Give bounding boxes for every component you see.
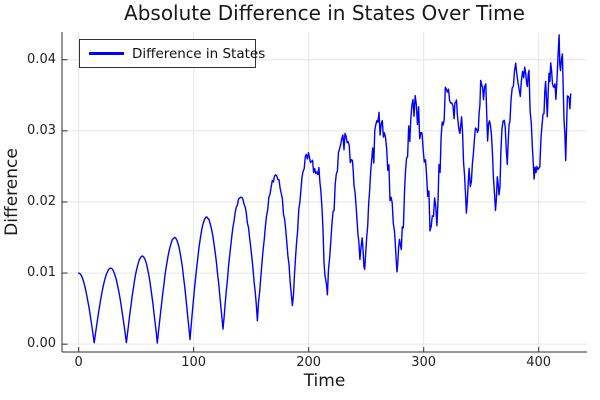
chart-title: Absolute Difference in States Over Time [124, 1, 525, 25]
x-tick-label: 200 [296, 355, 322, 370]
legend-line-sample [89, 52, 124, 55]
y-tick-label: 0.00 [27, 336, 56, 352]
x-tick-label: 0 [74, 355, 83, 370]
legend-box: Difference in States [79, 39, 265, 68]
gridlines [62, 32, 587, 352]
y-axis-label: Difference [2, 148, 22, 236]
x-tick-label: 400 [526, 355, 552, 370]
legend-label: Difference in States [132, 45, 266, 62]
x-tick-label: 100 [181, 355, 207, 370]
x-axis-label: Time [303, 371, 346, 391]
series-line-difference-in-states [77, 34, 572, 344]
y-tick-label: 0.04 [27, 51, 56, 67]
axis-ticks [62, 59, 540, 352]
y-tick-label: 0.01 [27, 265, 56, 281]
y-tick-label: 0.03 [27, 122, 56, 138]
y-tick-label: 0.02 [27, 193, 56, 209]
x-tick-label: 300 [411, 355, 437, 370]
